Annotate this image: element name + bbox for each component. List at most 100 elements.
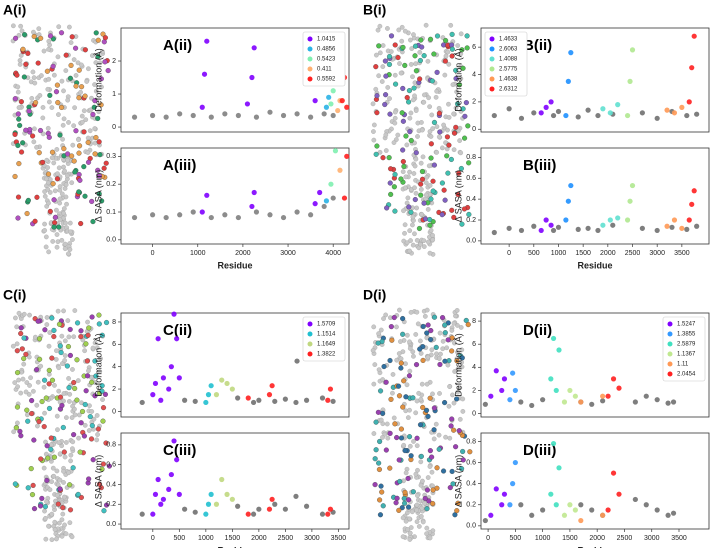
molecule-atom bbox=[457, 138, 462, 143]
molecule-atom bbox=[371, 137, 377, 143]
molecule-atom bbox=[26, 108, 32, 114]
molecule-atom bbox=[371, 324, 377, 330]
plot-area bbox=[480, 147, 710, 245]
data-point bbox=[328, 101, 334, 107]
data-point bbox=[250, 399, 257, 406]
molecule-atom bbox=[92, 393, 98, 399]
data-point bbox=[160, 375, 167, 381]
molecule-atom bbox=[49, 105, 55, 110]
molecule-atom bbox=[402, 489, 408, 495]
data-point bbox=[615, 215, 621, 221]
data-point bbox=[155, 336, 161, 342]
molecule-atom bbox=[95, 37, 101, 43]
molecule-atom bbox=[420, 357, 426, 363]
molecule-atom bbox=[89, 409, 95, 414]
molecule-atom bbox=[446, 403, 452, 409]
molecule-atom bbox=[100, 405, 107, 411]
molecule-atom bbox=[84, 358, 90, 364]
y-tick-label: 0.0 bbox=[106, 237, 116, 244]
molecule-atom bbox=[409, 509, 415, 515]
data-point bbox=[605, 393, 611, 399]
data-point bbox=[578, 502, 584, 508]
molecule-atom bbox=[419, 168, 425, 175]
molecule-atom bbox=[60, 505, 66, 511]
data-point bbox=[555, 224, 562, 230]
legend-label: 2.6312 bbox=[499, 87, 518, 93]
data-point bbox=[245, 511, 251, 517]
molecule-atom bbox=[445, 170, 451, 176]
molecule-atom bbox=[39, 73, 44, 78]
molecule-atom bbox=[88, 107, 94, 113]
data-point bbox=[540, 397, 546, 403]
molecule-atom bbox=[92, 82, 97, 87]
molecule-atom bbox=[399, 110, 405, 116]
molecule-atom bbox=[86, 368, 91, 374]
data-point bbox=[548, 376, 554, 382]
legend-swatch bbox=[307, 341, 313, 347]
molecule-atom bbox=[100, 397, 105, 402]
data-point bbox=[163, 114, 169, 120]
molecule-atom bbox=[76, 435, 81, 441]
molecule-atom bbox=[396, 27, 402, 33]
data-point bbox=[224, 491, 230, 497]
data-point bbox=[654, 507, 660, 513]
molecule-atom bbox=[378, 483, 384, 489]
data-point bbox=[327, 386, 334, 392]
molecule-atom bbox=[459, 221, 465, 227]
molecule-atom bbox=[380, 503, 386, 509]
molecule-atom bbox=[458, 325, 464, 330]
data-point bbox=[267, 109, 273, 115]
y-axis-label: Δ SASA (nm) bbox=[93, 455, 103, 508]
molecule-atom bbox=[413, 332, 419, 337]
molecule-atom bbox=[82, 423, 88, 428]
molecule-atom bbox=[377, 497, 383, 503]
molecule-atom bbox=[429, 469, 435, 475]
data-point bbox=[150, 112, 156, 119]
molecule-atom bbox=[442, 72, 448, 78]
molecule-atom bbox=[406, 88, 413, 94]
molecule-atom bbox=[422, 314, 428, 319]
molecule-atom bbox=[437, 330, 443, 336]
data-point bbox=[203, 511, 209, 517]
molecule-atom bbox=[441, 468, 447, 474]
molecule-atom bbox=[44, 477, 50, 483]
molecule-atom bbox=[436, 134, 442, 140]
molecule-atom bbox=[82, 93, 88, 99]
molecule-atom bbox=[81, 108, 87, 114]
molecule-atom bbox=[17, 62, 23, 67]
molecule-atom bbox=[15, 384, 20, 389]
molecule-atom bbox=[410, 349, 416, 355]
molecule-atom bbox=[407, 443, 413, 449]
molecule-atom bbox=[406, 204, 412, 210]
molecule-atom bbox=[458, 165, 464, 172]
molecule-atom bbox=[20, 46, 26, 52]
molecule-atom bbox=[65, 97, 71, 103]
molecule-atom bbox=[18, 53, 24, 58]
data-point bbox=[671, 110, 678, 116]
molecule-atom bbox=[449, 416, 455, 422]
legend-label: 1.0415 bbox=[317, 37, 336, 43]
molecule-atom bbox=[431, 162, 437, 168]
molecule bbox=[10, 23, 111, 257]
molecule-atom bbox=[456, 82, 463, 88]
data-point bbox=[664, 223, 670, 229]
y-tick-label: 0.4 bbox=[106, 481, 116, 488]
molecule-atom bbox=[459, 355, 465, 361]
molecule-atom bbox=[398, 426, 404, 432]
molecule-atom bbox=[413, 68, 419, 74]
molecule-atom bbox=[386, 61, 393, 68]
data-point bbox=[139, 399, 145, 406]
x-tick-label: 1500 bbox=[225, 535, 241, 542]
data-point bbox=[235, 112, 241, 119]
x-tick-label: 2000 bbox=[589, 535, 605, 542]
data-point bbox=[204, 38, 210, 44]
molecule-atom bbox=[431, 427, 437, 433]
molecule-atom bbox=[57, 451, 63, 457]
molecule-atom bbox=[59, 533, 65, 539]
molecule-atom bbox=[56, 224, 62, 230]
data-point bbox=[190, 209, 196, 215]
molecule-atom bbox=[54, 147, 60, 152]
molecule-atom bbox=[54, 536, 59, 542]
molecule-atom bbox=[428, 155, 434, 161]
molecule-atom bbox=[427, 250, 433, 256]
